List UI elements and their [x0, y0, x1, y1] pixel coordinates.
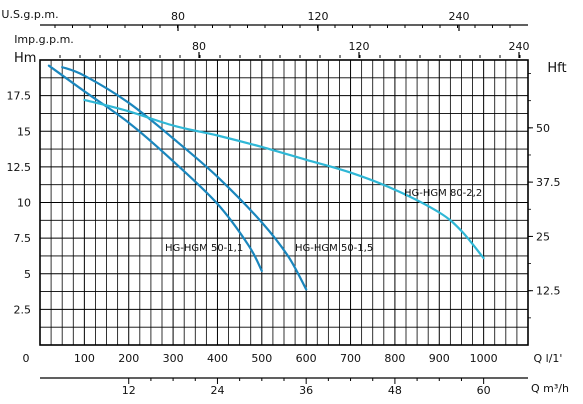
- bottom2-tick-label: 24: [210, 384, 224, 397]
- bottom2-ticks: 12 24 36 48 60: [40, 377, 528, 397]
- left-tick-label: 17.5: [7, 90, 32, 103]
- bottom2-tick-label: 48: [388, 384, 402, 397]
- right-tick-label: 12.5: [536, 285, 561, 298]
- left-tick-label: 7.5: [14, 232, 32, 245]
- top-axis-us-gpm-label: U.S.g.p.m.: [1, 8, 58, 21]
- right-tick-label: 25: [536, 230, 550, 243]
- left-tick-label: 5: [24, 268, 31, 281]
- series-line-3: [83, 98, 485, 260]
- right-tick-label: 37.5: [536, 176, 561, 189]
- bottom2-tick-label: 12: [122, 384, 136, 397]
- bottom-tick-label: 300: [163, 352, 184, 365]
- top1-ticks: 80 120 240: [40, 10, 528, 31]
- left-axis-hm-label: Hm: [14, 51, 36, 66]
- bottom-tick-label: 900: [429, 352, 450, 365]
- bottom-tick-label: 800: [384, 352, 405, 365]
- series-layer: [47, 64, 485, 291]
- bottom2-tick-label: 60: [477, 384, 491, 397]
- top2-ticks: 80 120 240: [59, 40, 530, 58]
- top2-tick-label: 120: [349, 40, 370, 53]
- series-line-1: [47, 64, 263, 272]
- bottom-tick-label: 700: [340, 352, 361, 365]
- bottom-tick-label: 0: [23, 352, 30, 365]
- series-label-50-11: HG-HGM 50-1,1: [165, 243, 243, 254]
- right-axis-hft-label: Hft: [547, 61, 566, 76]
- left-tick-label: 12.5: [7, 161, 32, 174]
- bottom-ticks: 0 100 200 300 400 500 600 700 800 900 1000: [23, 352, 498, 365]
- bottom-axis-q-l-label: Q l/1': [534, 352, 563, 365]
- bottom-tick-label: 500: [251, 352, 272, 365]
- series-label-80-22: HG-HGM 80-2,2: [404, 188, 482, 199]
- bottom-tick-label: 100: [74, 352, 95, 365]
- top1-tick-label: 120: [308, 10, 329, 23]
- left-tick-label: 15: [17, 125, 31, 138]
- series-line-2: [61, 66, 308, 291]
- left-tick-label: 2.5: [14, 303, 32, 316]
- bottom-tick-label: 600: [296, 352, 317, 365]
- bottom-tick-label: 400: [207, 352, 228, 365]
- top1-tick-label: 240: [449, 10, 470, 23]
- top2-tick-label: 240: [509, 40, 530, 53]
- top2-tick-label: 80: [192, 40, 206, 53]
- bottom-axis-q-m3h-label: Q m³/h: [531, 382, 569, 395]
- bottom-tick-label: 200: [118, 352, 139, 365]
- top1-tick-label: 80: [171, 10, 185, 23]
- bottom-tick-label: 1000: [470, 352, 498, 365]
- plot-frame: [39, 59, 529, 346]
- left-tick-label: 10: [17, 197, 31, 210]
- left-ticks: 2.5 5 7.5 10 12.5 15 17.5: [7, 90, 32, 317]
- right-ticks: 12.5 25 37.5 50: [528, 73, 561, 319]
- top-axis-imp-gpm-label: Imp.g.p.m.: [14, 33, 74, 46]
- chart-grid: [39, 59, 529, 346]
- series-label-50-15: HG-HGM 50-1,5: [295, 243, 373, 254]
- right-tick-label: 50: [536, 122, 550, 135]
- bottom2-tick-label: 36: [299, 384, 313, 397]
